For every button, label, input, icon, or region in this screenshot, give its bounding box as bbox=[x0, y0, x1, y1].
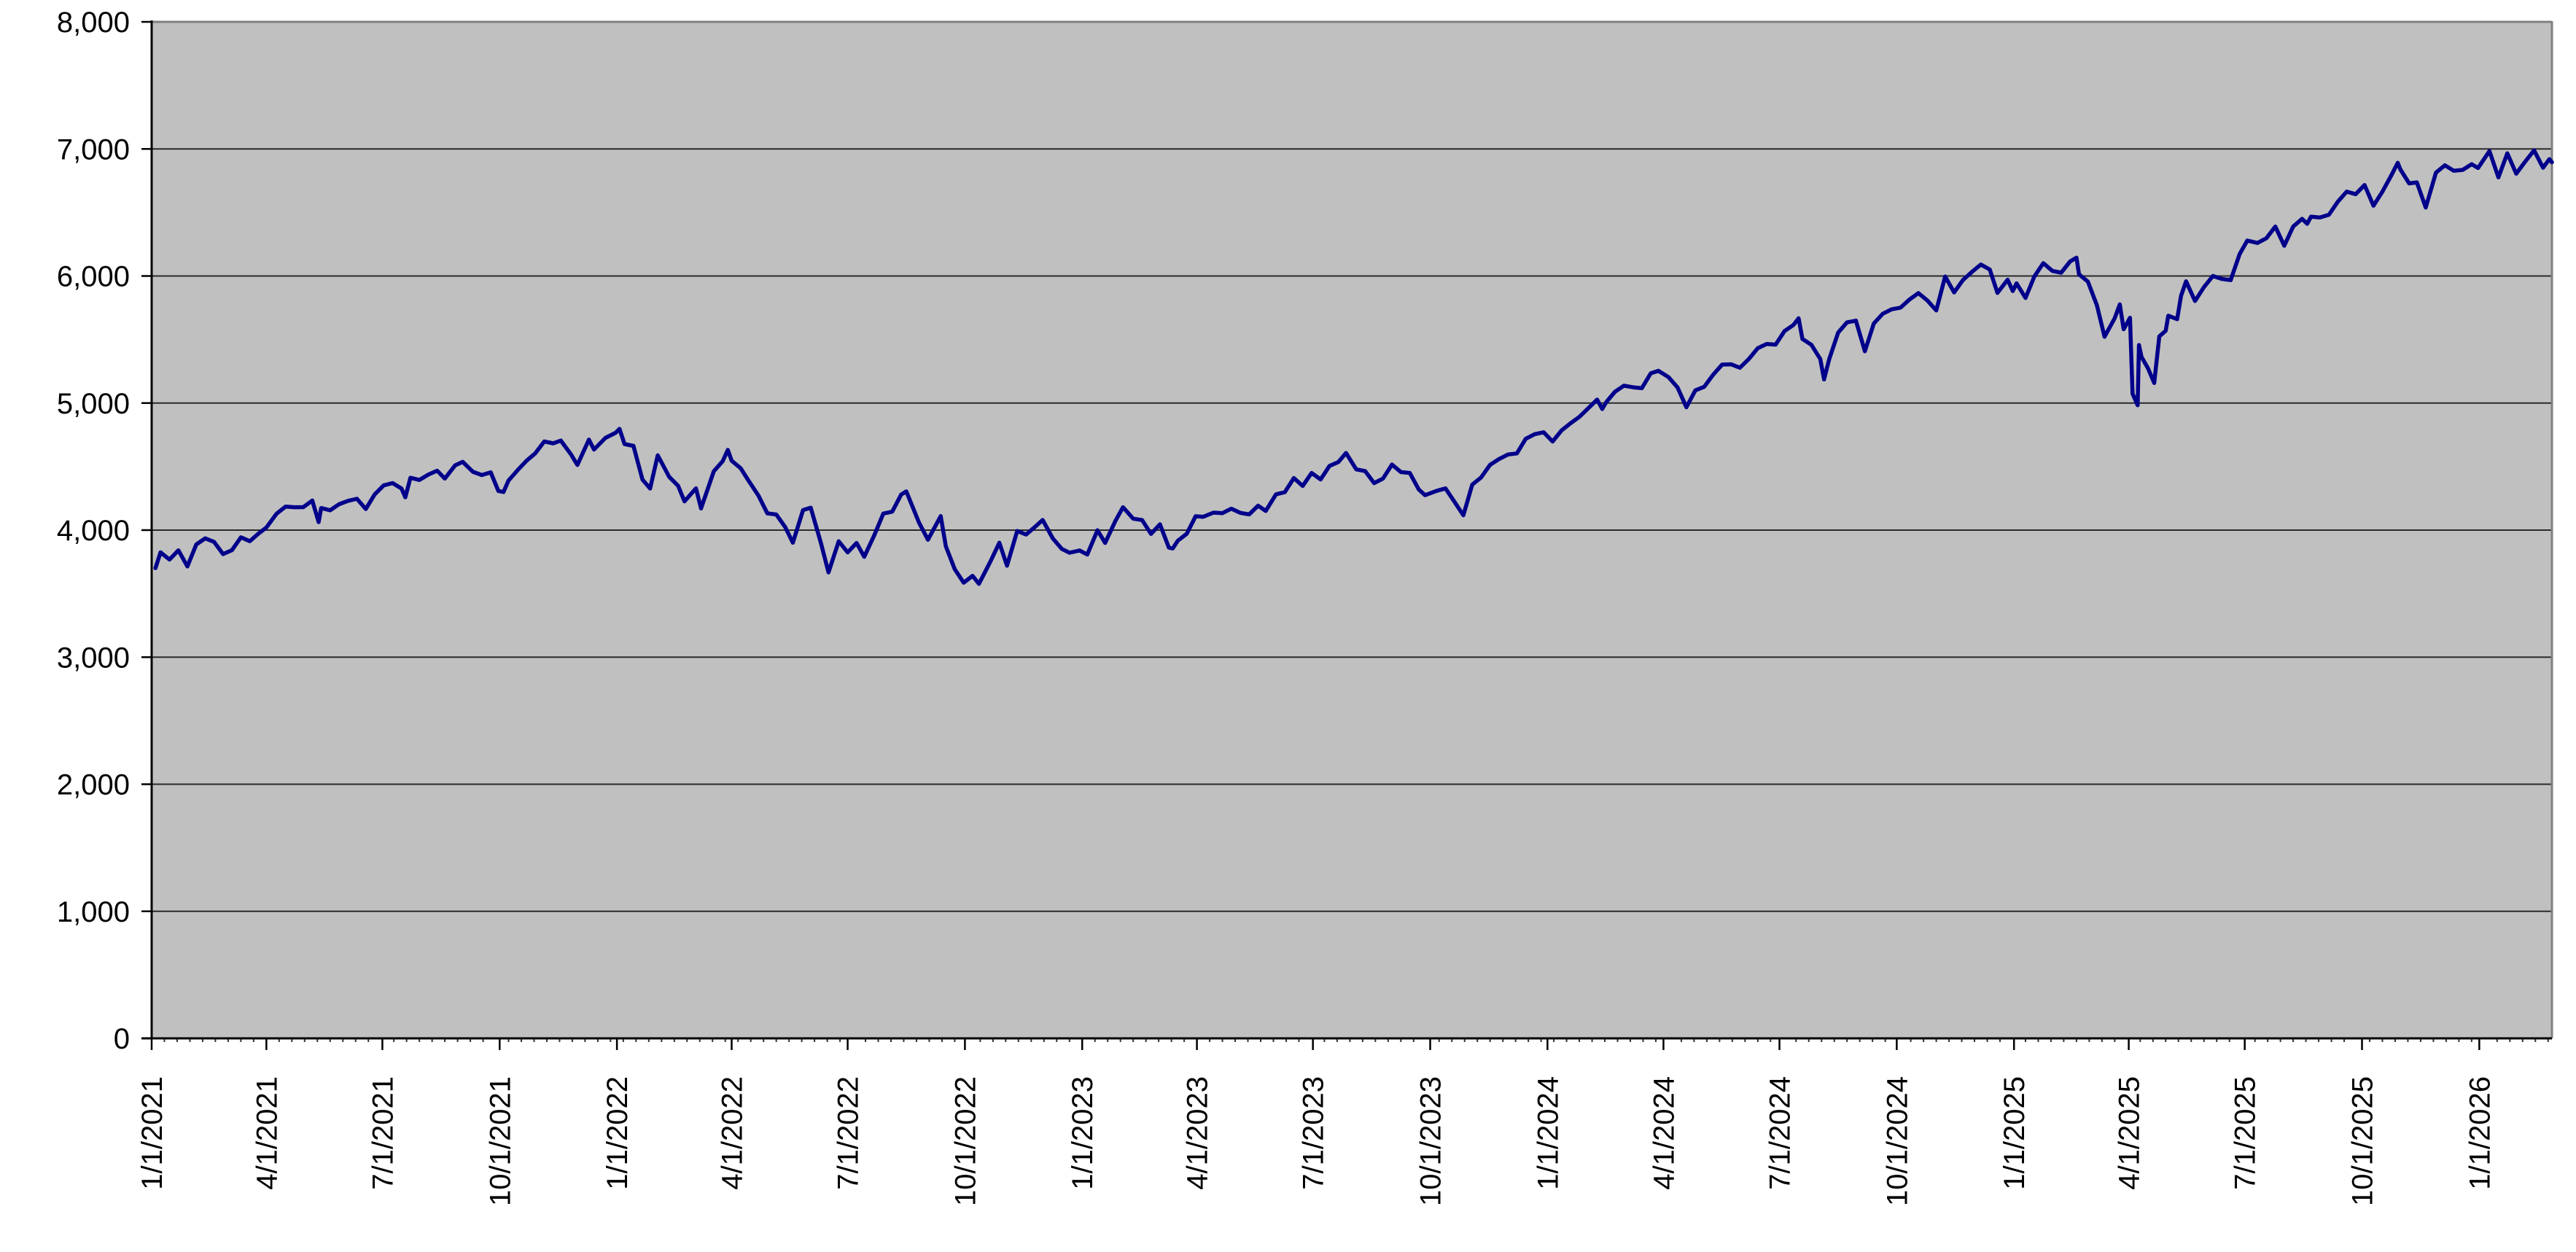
x-tick-label: 7/1/2023 bbox=[1298, 1076, 1330, 1190]
y-tick-label: 0 bbox=[114, 1023, 130, 1055]
x-tick-label: 10/1/2021 bbox=[484, 1076, 516, 1206]
y-tick-label: 7,000 bbox=[57, 133, 130, 166]
x-tick-label: 7/1/2024 bbox=[1764, 1076, 1797, 1190]
x-tick-label: 1/1/2021 bbox=[136, 1076, 168, 1190]
x-tick-label: 1/1/2025 bbox=[1999, 1076, 2031, 1190]
x-tick-label: 1/1/2023 bbox=[1067, 1076, 1099, 1190]
x-tick-label: 1/1/2024 bbox=[1532, 1076, 1564, 1190]
x-tick-label: 4/1/2022 bbox=[716, 1076, 748, 1190]
x-tick-label: 1/1/2022 bbox=[602, 1076, 634, 1190]
y-tick-label: 4,000 bbox=[57, 515, 130, 547]
x-tick-label: 4/1/2025 bbox=[2114, 1076, 2146, 1190]
y-tick-label: 6,000 bbox=[57, 261, 130, 293]
x-tick-label: 4/1/2024 bbox=[1648, 1076, 1680, 1190]
x-tick-label: 10/1/2023 bbox=[1415, 1076, 1447, 1206]
x-tick-label: 7/1/2025 bbox=[2230, 1076, 2262, 1190]
y-tick-label: 2,000 bbox=[57, 769, 130, 801]
x-tick-label: 7/1/2021 bbox=[367, 1076, 399, 1190]
x-tick-label: 4/1/2021 bbox=[251, 1076, 283, 1190]
y-tick-label: 5,000 bbox=[57, 388, 130, 420]
x-tick-label: 7/1/2022 bbox=[833, 1076, 865, 1190]
x-tick-label: 10/1/2024 bbox=[1881, 1076, 1913, 1206]
x-tick-label: 1/1/2026 bbox=[2464, 1076, 2496, 1190]
x-tick-label: 10/1/2025 bbox=[2347, 1076, 2379, 1206]
x-tick-label: 10/1/2022 bbox=[949, 1076, 981, 1206]
y-tick-label: 8,000 bbox=[57, 7, 130, 39]
y-tick-label: 3,000 bbox=[57, 642, 130, 674]
y-tick-label: 1,000 bbox=[57, 896, 130, 928]
price-line bbox=[153, 148, 2554, 586]
x-tick-label: 4/1/2023 bbox=[1182, 1076, 1214, 1190]
